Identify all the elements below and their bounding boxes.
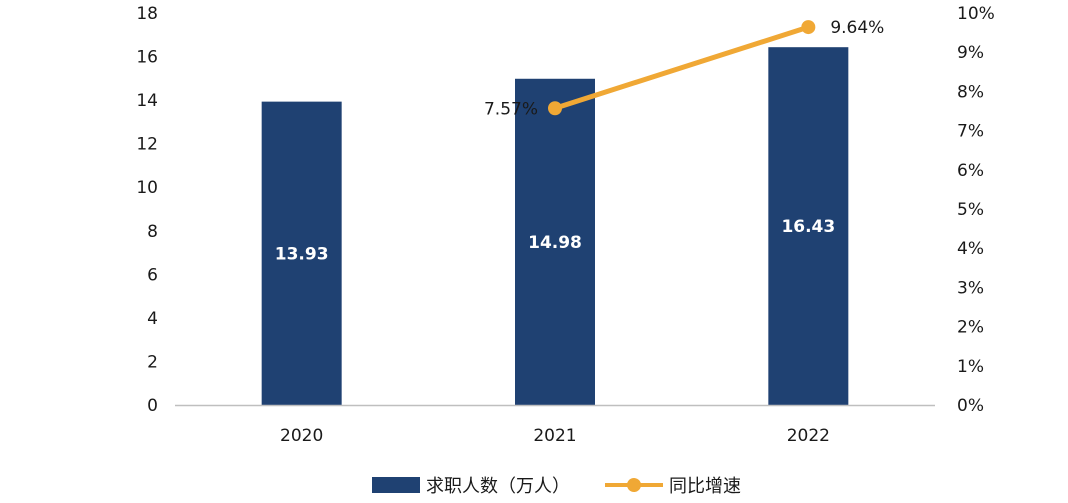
left-tick-label: 2 — [147, 352, 158, 372]
right-tick-label: 6% — [957, 161, 984, 181]
bar-series: 13.93 14.98 16.43 — [261, 47, 849, 406]
right-axis-ticks: 0% 1% 2% 3% 4% 5% 6% 7% 8% 9% 10% — [957, 4, 995, 416]
left-tick-label: 16 — [136, 48, 158, 68]
line-data-label: 9.64% — [830, 18, 884, 38]
right-tick-label: 9% — [957, 43, 984, 63]
legend-label-bar: 求职人数（万人） — [426, 476, 570, 497]
bar-data-label: 14.98 — [528, 233, 582, 253]
line-series: 7.57% 9.64% — [484, 18, 884, 119]
legend-swatch-marker — [627, 478, 641, 492]
left-tick-label: 14 — [136, 91, 158, 111]
right-tick-label: 5% — [957, 200, 984, 220]
right-tick-label: 8% — [957, 82, 984, 102]
left-tick-label: 18 — [136, 4, 158, 24]
category-label: 2021 — [533, 426, 576, 446]
legend: 求职人数（万人） 同比增速 — [372, 476, 741, 497]
legend-label-line: 同比增速 — [669, 476, 741, 497]
growth-line — [552, 24, 811, 111]
left-tick-label: 0 — [147, 396, 158, 416]
category-labels: 2020 2021 2022 — [280, 426, 830, 446]
right-tick-label: 10% — [957, 4, 995, 24]
right-tick-label: 3% — [957, 278, 984, 298]
left-tick-label: 12 — [136, 135, 158, 155]
line-data-label: 7.57% — [484, 99, 538, 119]
right-tick-label: 1% — [957, 357, 984, 377]
left-tick-label: 8 — [147, 222, 158, 242]
line-point — [548, 101, 562, 116]
left-tick-label: 10 — [136, 178, 158, 198]
bar-2021 — [515, 78, 595, 405]
right-tick-label: 2% — [957, 318, 984, 338]
bar-data-label: 16.43 — [781, 217, 835, 237]
line-point — [801, 20, 816, 35]
bar-2020 — [261, 101, 342, 405]
right-tick-label: 4% — [957, 239, 984, 259]
left-axis-ticks: 0 2 4 6 8 10 12 14 16 18 — [136, 4, 158, 416]
left-tick-label: 6 — [147, 265, 158, 285]
legend-swatch-bar — [372, 477, 420, 493]
category-label: 2022 — [787, 426, 830, 446]
right-tick-label: 0% — [957, 396, 984, 416]
left-tick-label: 4 — [147, 309, 158, 329]
category-label: 2020 — [280, 426, 323, 446]
bar-2022 — [768, 47, 849, 406]
right-tick-label: 7% — [957, 122, 984, 142]
bar-data-label: 13.93 — [275, 244, 329, 264]
